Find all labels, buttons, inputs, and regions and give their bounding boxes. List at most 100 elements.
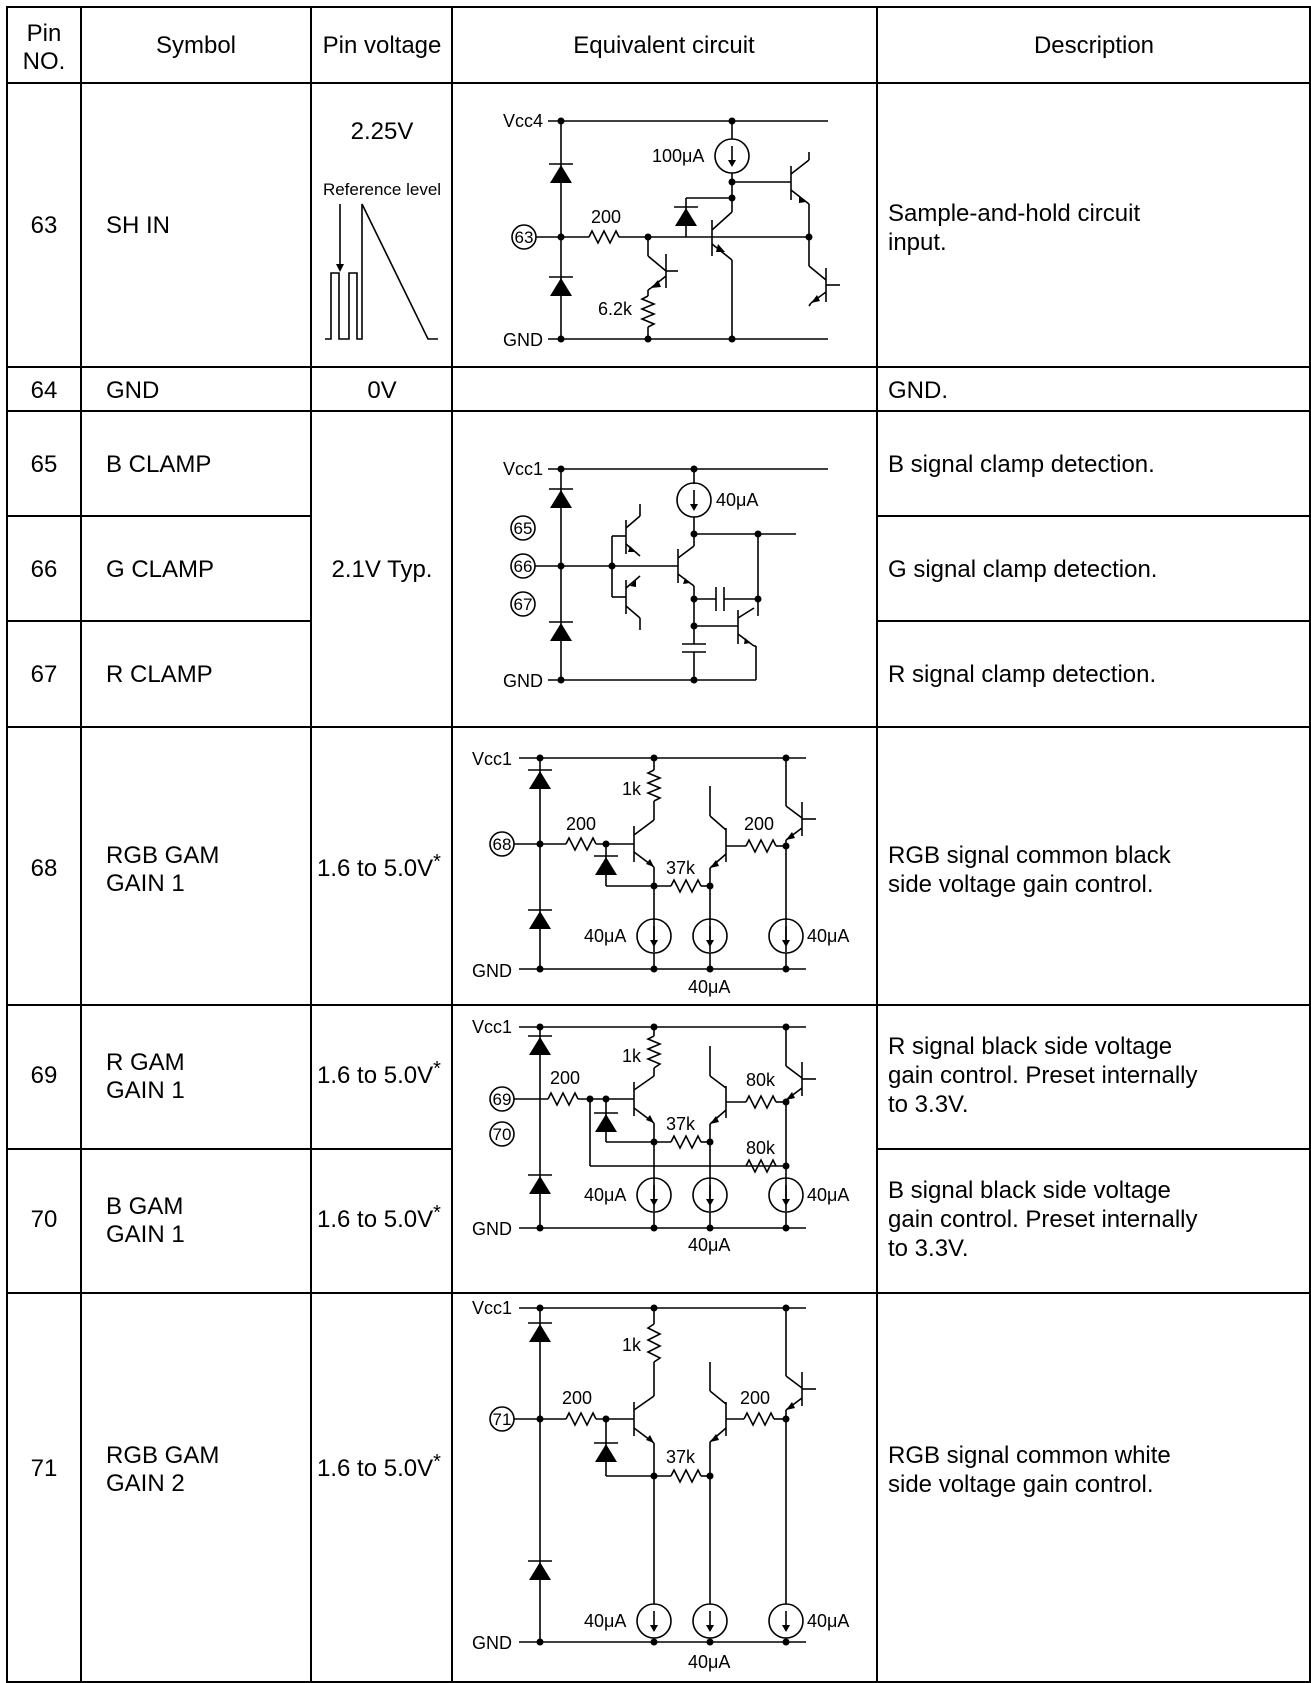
- pin-description: R signal black side voltage gain control.…: [888, 1033, 1198, 1118]
- header-description: Description: [1034, 32, 1154, 59]
- pin-symbol: R CLAMP: [106, 661, 213, 688]
- svg-text:63: 63: [515, 228, 534, 247]
- svg-text:70: 70: [493, 1125, 512, 1144]
- pin-number: 64: [31, 377, 58, 404]
- svg-text:200: 200: [744, 814, 774, 834]
- pin-symbol: GND: [106, 377, 159, 404]
- pin-table: Pin NO. Symbol Pin voltage Equivalent cir…: [6, 6, 1311, 1683]
- row-64: 64 GND 0V GND.: [31, 377, 948, 404]
- pin-70-marker: [489, 1121, 515, 1147]
- pin-number: 66: [31, 556, 58, 583]
- pin-number: 71: [31, 1455, 58, 1482]
- equivalent-circuit-63: Vcc4 GND 63 200 6.2k: [503, 111, 840, 350]
- pin-voltage: 2.1V Typ.: [332, 556, 433, 583]
- pin-symbol: G CLAMP: [106, 556, 214, 583]
- pin-symbol: B GAM GAIN 1: [106, 1193, 185, 1248]
- svg-text:200: 200: [591, 207, 621, 227]
- row-66: 66 G CLAMP 2.1V Typ. G signal clamp dete…: [31, 556, 1158, 583]
- table-header: Pin NO. Symbol Pin voltage Equivalent cir…: [23, 20, 1154, 75]
- pin-description: RGB signal common black side voltage gain…: [888, 842, 1172, 898]
- svg-text:GND: GND: [472, 1633, 512, 1653]
- svg-text:40μA: 40μA: [584, 1185, 626, 1205]
- pin-symbol: RGB GAM GAIN 2: [106, 1442, 219, 1497]
- svg-text:40μA: 40μA: [807, 1185, 849, 1205]
- pin-symbol: R GAM GAIN 1: [106, 1049, 185, 1104]
- svg-text:Vcc1: Vcc1: [503, 459, 543, 479]
- svg-text:40μA: 40μA: [807, 1611, 849, 1631]
- svg-text:37k: 37k: [666, 858, 696, 878]
- svg-text:200: 200: [550, 1068, 580, 1088]
- pin-voltage: 1.6 to 5.0V*: [317, 1058, 441, 1089]
- header-pin-no: Pin NO.: [23, 20, 66, 75]
- equivalent-circuit-69-70: Vcc1 GND 69 70 200 1k: [472, 1017, 849, 1255]
- svg-text:1k: 1k: [622, 1046, 642, 1066]
- svg-text:40μA: 40μA: [584, 1611, 626, 1631]
- pin-number: 63: [31, 212, 58, 239]
- pin-symbol: RGB GAM GAIN 1: [106, 842, 219, 897]
- svg-text:100μA: 100μA: [652, 146, 704, 166]
- svg-text:80k: 80k: [746, 1070, 776, 1090]
- pin-number: 68: [31, 855, 58, 882]
- pin-voltage: 1.6 to 5.0V*: [317, 1202, 441, 1233]
- svg-text:40μA: 40μA: [688, 1652, 730, 1672]
- pin-number: 70: [31, 1206, 58, 1233]
- pin-number: 67: [31, 661, 58, 688]
- svg-text:GND: GND: [472, 961, 512, 981]
- svg-text:40μA: 40μA: [688, 1235, 730, 1255]
- header-symbol: Symbol: [156, 32, 236, 59]
- pin-voltage: 0V: [367, 377, 396, 404]
- row-68: 68 RGB GAM GAIN 1 1.6 to 5.0V* RGB signal…: [31, 842, 1172, 898]
- svg-text:40μA: 40μA: [584, 926, 626, 946]
- pin-67-marker: [510, 591, 536, 617]
- svg-text:40μA: 40μA: [716, 490, 758, 510]
- svg-text:1k: 1k: [622, 1335, 642, 1355]
- svg-text:GND: GND: [503, 330, 543, 350]
- pin-description: R signal clamp detection.: [888, 661, 1156, 688]
- pin-description: B signal black side voltage gain control.…: [888, 1177, 1198, 1262]
- svg-text:6.2k: 6.2k: [598, 299, 633, 319]
- header-equivalent-circuit: Equivalent circuit: [573, 32, 755, 59]
- svg-text:200: 200: [566, 814, 596, 834]
- svg-text:Vcc1: Vcc1: [472, 1298, 512, 1318]
- equivalent-circuit-65-67: Vcc1 GND 65 66 67: [503, 459, 828, 691]
- svg-text:Vcc1: Vcc1: [472, 1017, 512, 1037]
- row-67: 67 R CLAMP R signal clamp detection.: [31, 661, 1156, 688]
- equivalent-circuit-71: Vcc1 GND 71 200 1k: [472, 1298, 849, 1672]
- svg-text:GND: GND: [503, 671, 543, 691]
- pin-voltage: 2.25V: [351, 118, 414, 145]
- pin-voltage: 1.6 to 5.0V*: [317, 851, 441, 882]
- svg-text:71: 71: [493, 1410, 512, 1429]
- pin-description: B signal clamp detection.: [888, 451, 1155, 478]
- svg-text:1k: 1k: [622, 779, 642, 799]
- svg-text:66: 66: [514, 557, 533, 576]
- svg-text:37k: 37k: [666, 1114, 696, 1134]
- svg-text:67: 67: [514, 595, 533, 614]
- svg-text:68: 68: [493, 835, 512, 854]
- pin-symbol: SH IN: [106, 212, 170, 239]
- header-pin-voltage: Pin voltage: [323, 32, 442, 59]
- pin-description: GND.: [888, 377, 948, 404]
- pin-voltage: 1.6 to 5.0V*: [317, 1451, 441, 1482]
- svg-text:65: 65: [514, 519, 533, 538]
- svg-text:200: 200: [562, 1388, 592, 1408]
- row-63: 63 SH IN 2.25V Reference level Sample-an…: [31, 118, 1140, 340]
- row-69: 69 R GAM GAIN 1 1.6 to 5.0V* R signal bla…: [31, 1033, 1198, 1118]
- svg-text:37k: 37k: [666, 1447, 696, 1467]
- svg-text:200: 200: [740, 1388, 770, 1408]
- svg-text:Vcc4: Vcc4: [503, 111, 543, 131]
- reference-level-label: Reference level: [323, 180, 441, 199]
- row-71: 71 RGB GAM GAIN 2 1.6 to 5.0V* RGB signal…: [31, 1442, 1171, 1498]
- svg-text:Vcc1: Vcc1: [472, 749, 512, 769]
- svg-text:40μA: 40μA: [688, 977, 730, 997]
- pin-65-marker: [510, 515, 536, 541]
- pin-number: 69: [31, 1062, 58, 1089]
- pin-description: RGB signal common white side voltage gain…: [888, 1442, 1171, 1498]
- pin-number: 65: [31, 451, 58, 478]
- svg-text:80k: 80k: [746, 1138, 776, 1158]
- svg-text:GND: GND: [472, 1219, 512, 1239]
- pin-symbol: B CLAMP: [106, 451, 211, 478]
- pin-description: G signal clamp detection.: [888, 556, 1157, 583]
- svg-text:40μA: 40μA: [807, 926, 849, 946]
- equivalent-circuit-68: Vcc1 GND 68 200 1k: [472, 749, 849, 997]
- pin-description: Sample-and-hold circuit input.: [888, 200, 1140, 256]
